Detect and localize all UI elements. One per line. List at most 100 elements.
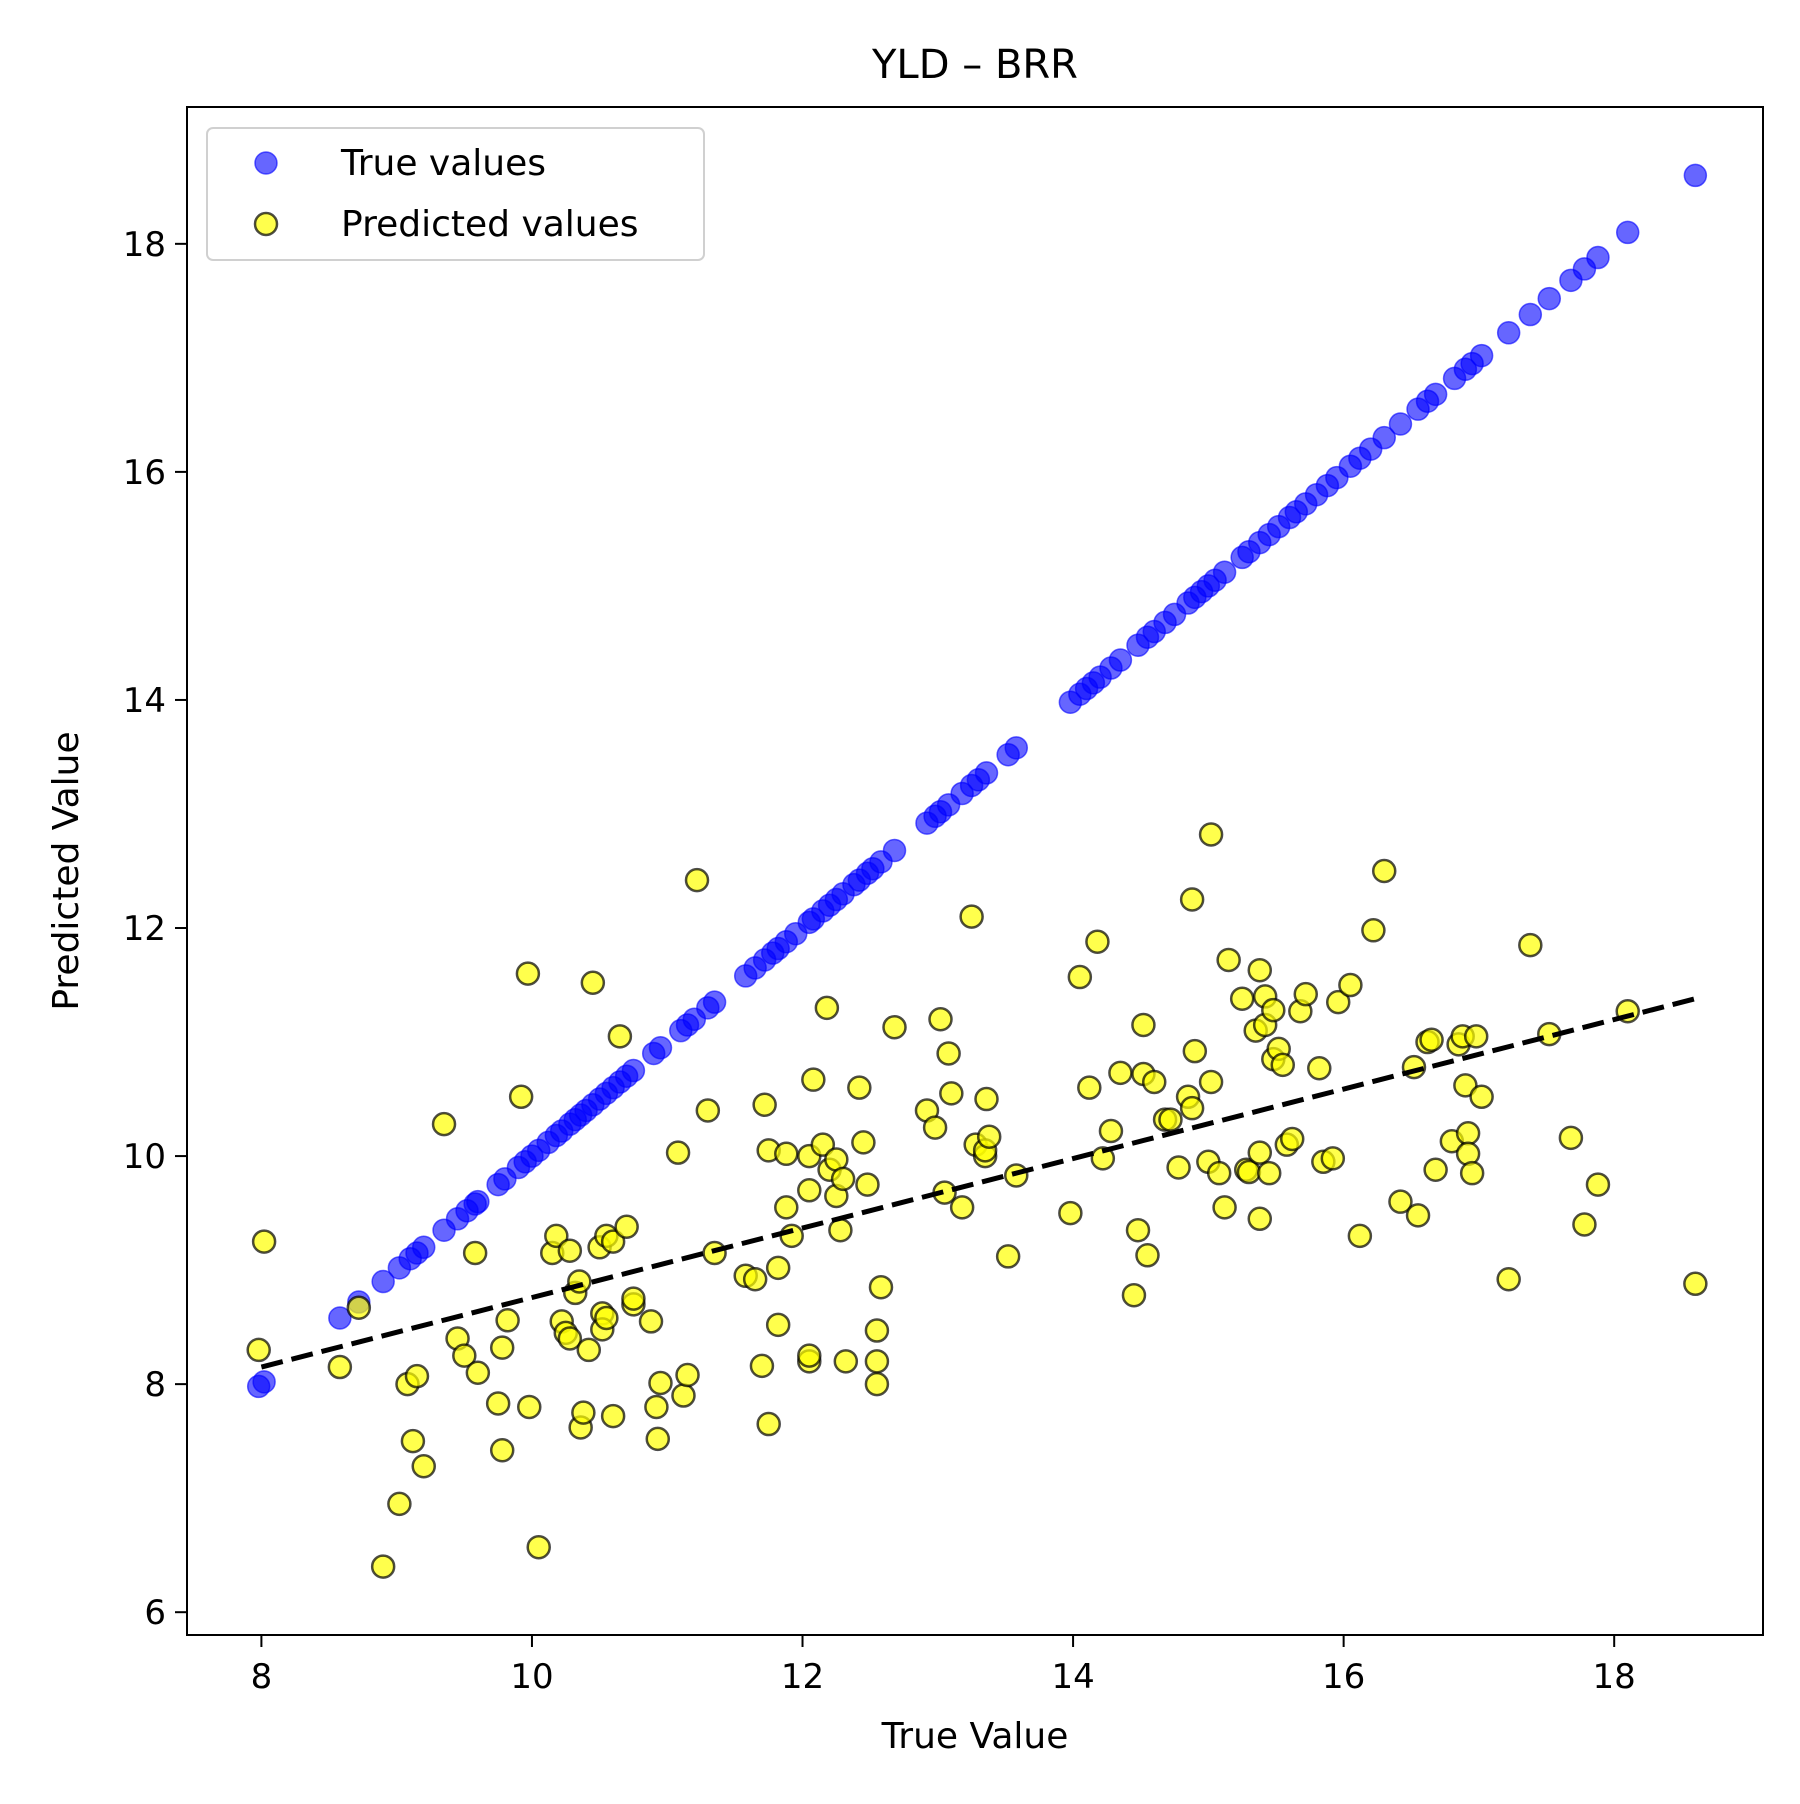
predicted-value-point bbox=[774, 1141, 799, 1167]
predicted-value-point bbox=[1121, 1282, 1147, 1308]
predicted-value-point bbox=[1206, 1160, 1232, 1186]
predicted-value-point bbox=[1247, 957, 1273, 983]
predicted-value-point bbox=[922, 1115, 948, 1140]
predicted-value-point bbox=[452, 1343, 477, 1368]
predicted-value-point bbox=[1270, 1052, 1296, 1078]
predicted-value-point bbox=[814, 995, 840, 1021]
predicted-value-point bbox=[400, 1428, 426, 1454]
predicted-value-point bbox=[1463, 1024, 1489, 1049]
predicted-value-point bbox=[1058, 1200, 1083, 1226]
predicted-value-point bbox=[928, 1006, 953, 1032]
predicted-value-point bbox=[1179, 1095, 1205, 1121]
legend-label-true-values: True values bbox=[340, 143, 546, 184]
predicted-value-point bbox=[431, 1111, 457, 1137]
predicted-value-point bbox=[847, 1075, 872, 1100]
predicted-value-point bbox=[489, 1438, 515, 1463]
predicted-value-point bbox=[797, 1178, 822, 1203]
y-axis-label: Predicted Value bbox=[46, 731, 87, 1010]
predicted-value-point bbox=[1585, 1172, 1611, 1197]
true-value-point bbox=[1496, 321, 1521, 345]
predicted-value-point bbox=[1558, 1125, 1584, 1151]
predicted-value-point bbox=[797, 1343, 822, 1368]
predicted-value-point bbox=[855, 1172, 880, 1197]
predicted-value-point bbox=[774, 1195, 799, 1220]
chart-title: YLD – BRR bbox=[871, 42, 1078, 88]
true-value-point bbox=[1586, 245, 1610, 270]
predicted-value-point bbox=[801, 1067, 826, 1092]
true-value-point bbox=[1469, 343, 1494, 368]
predicted-value-point bbox=[830, 1166, 856, 1192]
predicted-value-point bbox=[387, 1491, 412, 1517]
data-points bbox=[246, 163, 1708, 1579]
predicted-value-point bbox=[974, 1086, 999, 1112]
predicted-value-point bbox=[864, 1371, 890, 1397]
true-value-point bbox=[621, 1058, 646, 1083]
predicted-value-point bbox=[621, 1286, 646, 1311]
true-value-point bbox=[252, 1370, 276, 1394]
y-tick-label: 18 bbox=[123, 225, 166, 265]
predicted-value-point bbox=[1212, 1195, 1237, 1220]
predicted-value-point bbox=[1423, 1157, 1448, 1183]
predicted-value-point bbox=[495, 1308, 520, 1333]
predicted-value-point bbox=[1125, 1217, 1151, 1243]
predicted-value-point bbox=[1388, 1189, 1413, 1214]
predicted-value-point bbox=[749, 1353, 775, 1379]
predicted-value-point bbox=[765, 1255, 791, 1281]
predicted-value-point bbox=[1077, 1075, 1102, 1100]
x-ticks: 8 10 12 14 16 18 bbox=[251, 1635, 1636, 1697]
predicted-value-point bbox=[1361, 918, 1386, 943]
predicted-value-point bbox=[1229, 986, 1255, 1011]
predicted-value-point bbox=[976, 1124, 1002, 1149]
predicted-value-point bbox=[1166, 1155, 1191, 1180]
predicted-value-point bbox=[851, 1130, 876, 1155]
predicted-value-point bbox=[1067, 964, 1093, 990]
predicted-value-point bbox=[404, 1363, 430, 1389]
predicted-value-point bbox=[959, 904, 984, 929]
x-tick-label: 10 bbox=[510, 1657, 553, 1697]
x-axis-label: True Value bbox=[881, 1716, 1069, 1757]
predicted-value-point bbox=[833, 1349, 859, 1374]
predicted-value-point bbox=[1247, 1206, 1273, 1232]
predicted-value-point bbox=[1325, 989, 1351, 1015]
predicted-value-point bbox=[1347, 1223, 1373, 1249]
predicted-value-point bbox=[1683, 1271, 1708, 1297]
predicted-value-point bbox=[644, 1394, 669, 1420]
predicted-value-point bbox=[665, 1140, 691, 1165]
predicted-value-point bbox=[1320, 1146, 1346, 1171]
true-value-point bbox=[1212, 560, 1237, 584]
legend-label-predicted-values: Predicted values bbox=[341, 204, 639, 245]
y-tick-label: 8 bbox=[144, 1365, 166, 1405]
legend-box bbox=[206, 127, 705, 261]
predicted-value-point bbox=[1131, 1012, 1156, 1038]
predicted-value-point bbox=[675, 1362, 700, 1388]
y-ticks: 6 8 10 12 14 16 18 bbox=[123, 225, 187, 1633]
predicted-value-point bbox=[939, 1081, 964, 1106]
predicted-value-point bbox=[544, 1223, 569, 1249]
predicted-value-point bbox=[1247, 1140, 1273, 1165]
predicted-value-point bbox=[1518, 932, 1543, 958]
predicted-value-point bbox=[1090, 1146, 1116, 1171]
predicted-value-point bbox=[864, 1349, 890, 1374]
true-value-point bbox=[371, 1269, 395, 1294]
predicted-value-point bbox=[346, 1295, 372, 1320]
predicted-value-point bbox=[1158, 1107, 1183, 1132]
true-value-point bbox=[328, 1306, 352, 1330]
predicted-value-point bbox=[1293, 981, 1319, 1007]
true-value-point bbox=[882, 838, 907, 863]
predicted-value-point bbox=[246, 1337, 271, 1363]
predicted-value-point bbox=[1338, 972, 1363, 998]
predicted-value-point bbox=[594, 1305, 619, 1331]
predicted-value-point bbox=[517, 1394, 542, 1420]
predicted-value-point bbox=[1182, 1038, 1208, 1064]
x-tick-label: 16 bbox=[1322, 1657, 1365, 1697]
predicted-value-point bbox=[1419, 1027, 1444, 1053]
predicted-value-point bbox=[1371, 858, 1397, 884]
true-value-point bbox=[1615, 220, 1640, 245]
predicted-value-point bbox=[995, 1244, 1021, 1269]
predicted-value-point bbox=[1216, 947, 1241, 973]
predicted-value-point bbox=[671, 1383, 696, 1408]
predicted-value-point bbox=[882, 1014, 907, 1040]
predicted-value-point bbox=[614, 1214, 639, 1240]
predicted-value-point bbox=[508, 1084, 534, 1110]
